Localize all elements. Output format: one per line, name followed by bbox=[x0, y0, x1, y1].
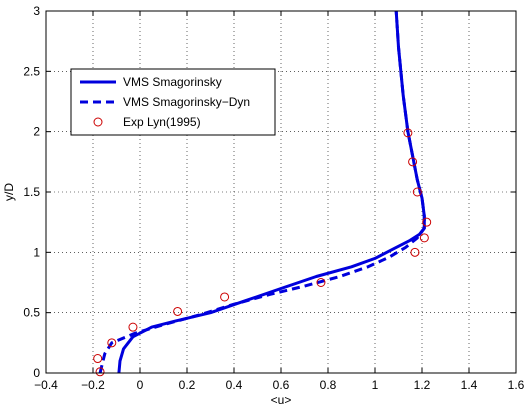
exp-data-point bbox=[403, 128, 413, 138]
legend: VMS Smagorinsky VMS Smagorinsky−Dyn Exp Ly… bbox=[70, 68, 276, 136]
exp-data-point bbox=[408, 157, 418, 167]
x-tick-label: 0.2 bbox=[179, 378, 196, 392]
exp-data-point bbox=[93, 354, 103, 364]
series-layer bbox=[93, 10, 432, 377]
exp-data-point bbox=[316, 278, 326, 287]
exp-data-point bbox=[410, 247, 420, 257]
legend-box bbox=[70, 68, 276, 136]
legend-label: VMS Smagorinsky−Dyn bbox=[123, 95, 250, 109]
x-axis-label: <u> bbox=[271, 393, 292, 407]
series-line-dyn bbox=[98, 10, 426, 374]
x-tick-label: 0.8 bbox=[320, 378, 337, 392]
exp-data-point bbox=[220, 292, 230, 302]
y-tick-label: 1 bbox=[33, 245, 40, 259]
exp-data-point bbox=[107, 338, 117, 348]
x-tick-label: 0 bbox=[137, 378, 144, 392]
x-tick-label: 1.2 bbox=[414, 378, 431, 392]
exp-data-point bbox=[412, 187, 422, 197]
y-axis-label: y/D bbox=[2, 183, 16, 201]
legend-label: Exp Lyn(1995) bbox=[123, 115, 201, 129]
legend-swatch-exp bbox=[93, 117, 103, 127]
y-tick-label: 3 bbox=[33, 4, 40, 18]
tick-marks bbox=[45, 10, 517, 374]
x-tick-label: 1 bbox=[372, 378, 379, 392]
x-tick-label: 1.6 bbox=[508, 378, 525, 392]
exp-data-point bbox=[419, 233, 429, 243]
y-tick-label: 0 bbox=[33, 366, 40, 380]
tick-labels: −0.4 −0.2 0 0.2 0.4 0.6 0.8 1 1.2 1.4 1.6 0 0.5 1 1.5 2… bbox=[23, 4, 524, 392]
y-tick-label: 2.5 bbox=[23, 64, 40, 78]
exp-data-point bbox=[422, 217, 432, 227]
x-tick-label: −0.4 bbox=[34, 378, 58, 392]
x-tick-label: 1.4 bbox=[461, 378, 478, 392]
y-tick-label: 2 bbox=[33, 125, 40, 139]
exp-data-point bbox=[128, 322, 138, 332]
x-tick-label: −0.2 bbox=[81, 378, 105, 392]
legend-label: VMS Smagorinsky bbox=[123, 75, 222, 89]
x-tick-label: 0.6 bbox=[273, 378, 290, 392]
exp-data-point bbox=[95, 367, 105, 377]
exp-data-point bbox=[173, 306, 183, 316]
x-tick-label: 0.4 bbox=[226, 378, 243, 392]
y-tick-label: 0.5 bbox=[23, 306, 40, 320]
y-tick-label: 1.5 bbox=[23, 185, 40, 199]
